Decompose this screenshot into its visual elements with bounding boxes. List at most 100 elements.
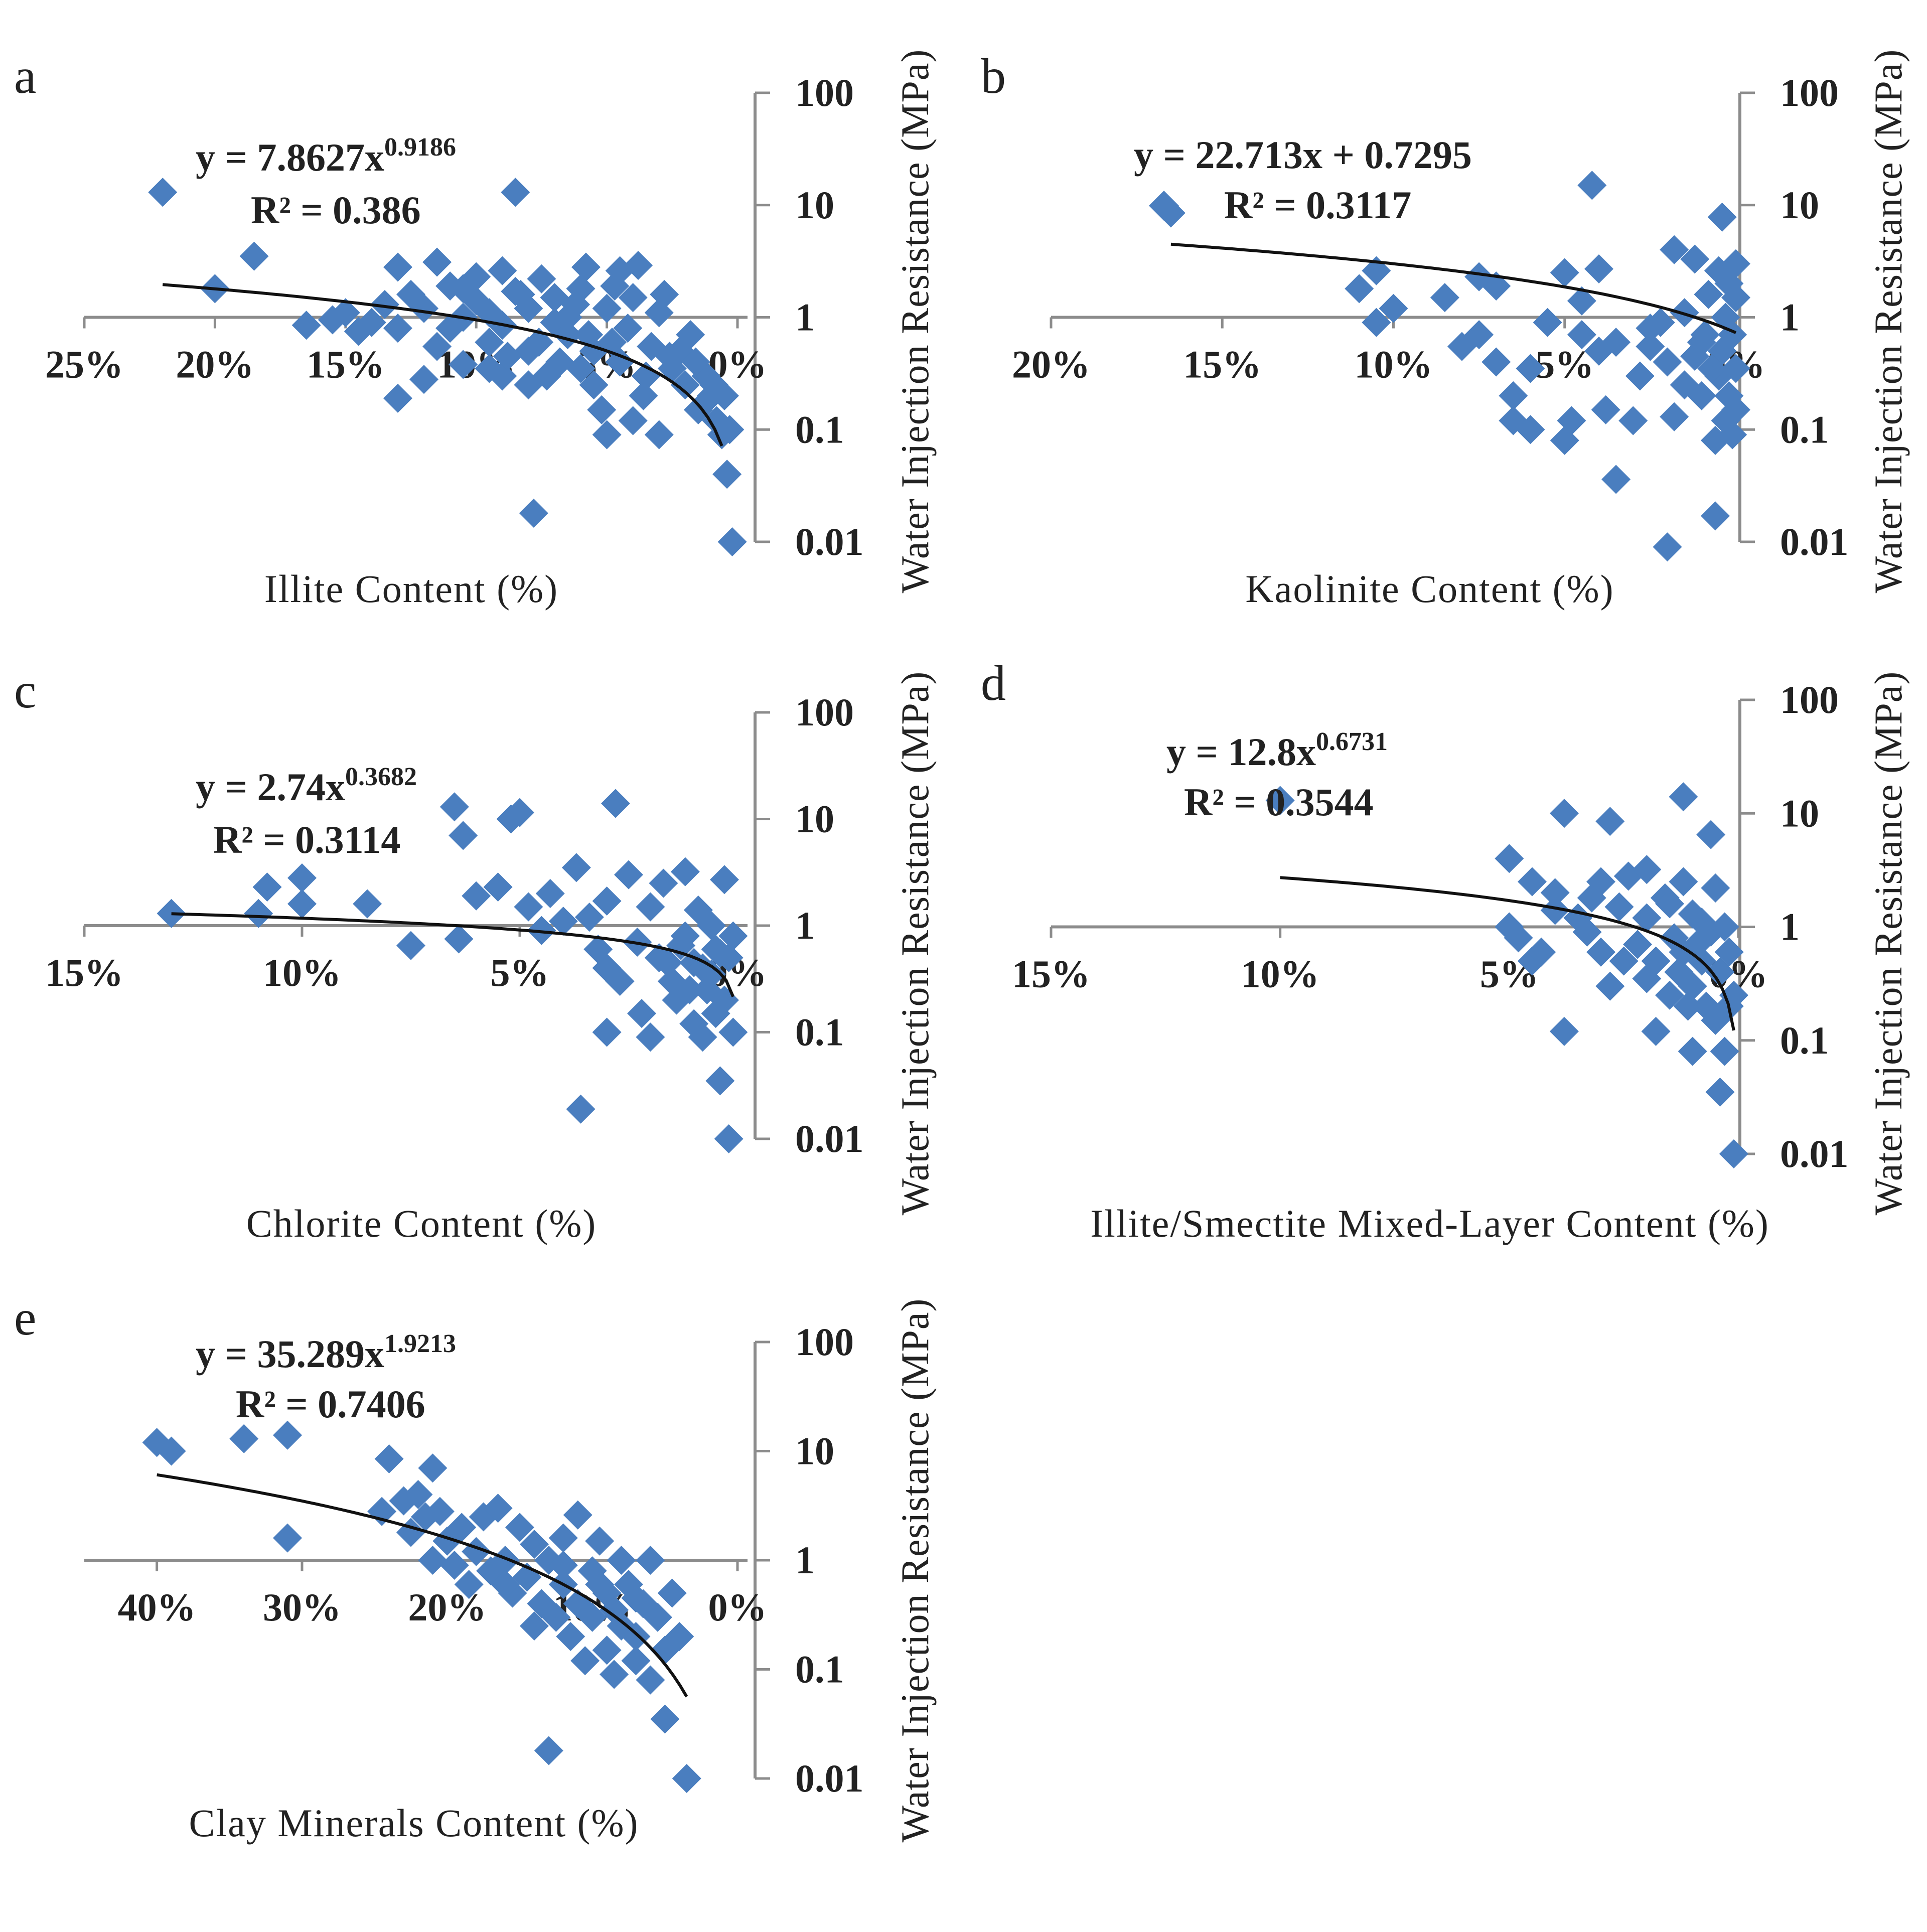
data-point xyxy=(1660,402,1689,431)
legend-marker xyxy=(1149,191,1179,221)
x-tick-label: 10% xyxy=(1355,343,1433,386)
data-point xyxy=(287,863,317,893)
data-point xyxy=(1719,1139,1748,1168)
data-point xyxy=(157,899,186,928)
data-point xyxy=(1660,235,1689,264)
data-point xyxy=(676,320,705,350)
trend-equation: y = 2.74x0.3682 xyxy=(196,763,417,809)
data-point xyxy=(422,247,452,277)
data-point xyxy=(535,879,565,909)
data-point xyxy=(462,881,491,911)
data-point xyxy=(506,279,535,309)
data-point xyxy=(675,975,704,1004)
data-point xyxy=(592,420,622,450)
data-point xyxy=(1586,867,1615,897)
data-point xyxy=(449,821,478,850)
data-point xyxy=(374,1444,404,1473)
y-tick-label: 1 xyxy=(795,295,815,339)
data-point xyxy=(570,1646,600,1676)
data-point xyxy=(705,1066,735,1096)
data-point xyxy=(148,178,178,207)
data-point xyxy=(534,1736,563,1765)
data-point xyxy=(561,290,590,320)
equation-exponent: 1.9213 xyxy=(384,1329,456,1358)
x-axis-label: Illite Content (%) xyxy=(264,567,558,611)
data-point xyxy=(592,1017,622,1047)
data-point xyxy=(444,924,474,954)
y-tick-label: 10 xyxy=(1780,183,1819,227)
data-point xyxy=(696,911,726,940)
data-point xyxy=(679,1009,709,1038)
data-point xyxy=(418,1546,448,1575)
data-point xyxy=(396,931,425,960)
trend-equation: y = 35.289x1.9213 xyxy=(196,1329,456,1376)
data-point xyxy=(1669,782,1698,812)
x-tick-label: 10% xyxy=(1241,952,1319,996)
data-point xyxy=(613,314,643,343)
data-point xyxy=(1265,786,1295,815)
equation-base: y = 12.8x xyxy=(1166,730,1316,774)
data-point xyxy=(670,370,700,400)
data-point xyxy=(672,1764,701,1793)
data-point xyxy=(712,460,742,489)
data-point xyxy=(1601,328,1631,357)
data-point xyxy=(681,347,710,377)
equation-exponent: 0.6731 xyxy=(1316,727,1388,756)
r-squared: R² = 0.7406 xyxy=(236,1382,425,1426)
data-point xyxy=(1345,274,1374,304)
x-tick-label: 15% xyxy=(45,951,123,994)
y-axis-label: Water Injection Resistance (MPa) xyxy=(893,671,937,1216)
x-tick-label: 20% xyxy=(176,343,254,386)
data-point xyxy=(1464,320,1494,350)
data-point xyxy=(519,498,548,528)
data-point xyxy=(505,1513,534,1542)
data-point xyxy=(1625,361,1655,391)
equation-base: y = 2.74x xyxy=(196,765,345,809)
r-squared: R² = 0.3117 xyxy=(1224,183,1411,227)
trend-equation: y = 12.8x0.6731 xyxy=(1166,727,1388,774)
data-point xyxy=(548,1550,578,1580)
data-point xyxy=(600,271,630,301)
data-point xyxy=(1705,957,1735,987)
data-point xyxy=(1586,937,1615,967)
equation-base: y = 35.289x xyxy=(196,1332,384,1376)
data-point xyxy=(618,406,648,435)
x-tick-label: 25% xyxy=(45,343,123,386)
data-point xyxy=(650,279,679,309)
data-point xyxy=(579,370,609,400)
equation-exponent: 0.9186 xyxy=(384,133,456,162)
data-point xyxy=(653,948,683,977)
data-point xyxy=(621,1583,651,1613)
panel-letter: c xyxy=(14,663,36,718)
data-point xyxy=(1721,249,1750,278)
data-point xyxy=(505,798,534,827)
x-axis-label: Illite/Smectite Mixed-Layer Content (%) xyxy=(1090,1202,1769,1245)
data-point xyxy=(1690,320,1720,350)
data-point xyxy=(1632,855,1662,884)
data-point xyxy=(561,853,591,882)
data-point xyxy=(1694,279,1723,309)
data-point xyxy=(1710,912,1739,942)
data-point xyxy=(475,328,504,357)
data-point xyxy=(1557,406,1586,435)
data-point xyxy=(291,311,321,340)
data-point xyxy=(1595,807,1625,836)
data-point xyxy=(1653,532,1682,562)
data-point xyxy=(1527,937,1556,967)
data-point xyxy=(587,395,617,424)
data-point xyxy=(665,1622,694,1652)
data-point xyxy=(1718,420,1747,450)
data-point xyxy=(1646,308,1675,337)
data-point xyxy=(585,1526,615,1556)
data-point xyxy=(607,1546,636,1575)
y-axis-label: Water Injection Resistance (MPa) xyxy=(893,49,937,593)
data-point xyxy=(1618,406,1648,435)
x-tick-label: 15% xyxy=(1012,952,1090,996)
data-point xyxy=(532,361,561,391)
data-point xyxy=(636,1665,665,1695)
data-point xyxy=(566,354,596,383)
